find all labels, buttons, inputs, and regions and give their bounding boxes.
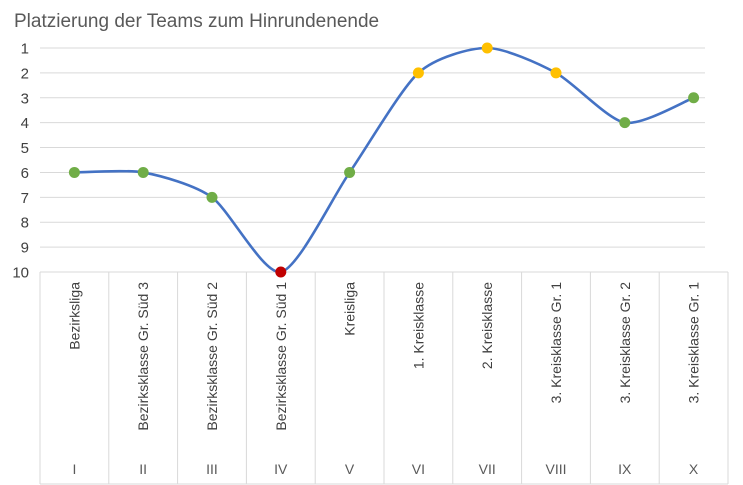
category-label: 3. Kreisklasse Gr. 1 <box>548 282 564 404</box>
data-point <box>68 166 80 178</box>
y-tick-label: 3 <box>21 90 29 107</box>
y-tick-label: 6 <box>21 165 29 182</box>
y-tick-label: 5 <box>21 140 29 157</box>
y-axis-ticks: 1 2 3 4 5 6 7 8 9 10 <box>12 41 29 282</box>
category-label: Bezirksklasse Gr. Süd 2 <box>204 282 220 431</box>
data-point <box>412 67 424 79</box>
y-tick-label: 9 <box>21 240 29 257</box>
roman-numeral-label: I <box>72 461 76 477</box>
y-tick-label: 2 <box>21 65 29 82</box>
roman-numeral-label: II <box>139 461 147 477</box>
data-point <box>550 67 562 79</box>
y-tick-label: 1 <box>21 41 29 58</box>
category-label: Bezirksklasse Gr. Süd 3 <box>135 282 151 431</box>
data-point <box>481 42 493 54</box>
roman-numeral-label: VIII <box>545 461 566 477</box>
data-point <box>619 117 631 129</box>
data-point <box>688 92 700 104</box>
roman-numeral-label: IV <box>274 461 288 477</box>
roman-numeral-label: IX <box>618 461 632 477</box>
category-label: 2. Kreisklasse <box>479 282 495 369</box>
data-point <box>344 166 356 178</box>
category-label: 1. Kreisklasse <box>410 282 426 369</box>
category-label: 3. Kreisklasse Gr. 1 <box>686 282 702 404</box>
data-point <box>275 266 287 278</box>
category-label: 3. Kreisklasse Gr. 2 <box>617 282 633 404</box>
gridlines <box>40 47 705 273</box>
roman-numeral-label: V <box>345 461 355 477</box>
roman-numeral-label: VI <box>412 461 425 477</box>
y-tick-label: 10 <box>12 265 29 282</box>
roman-numeral-label: VII <box>479 461 496 477</box>
roman-numeral-label: III <box>206 461 218 477</box>
y-tick-label: 8 <box>21 215 29 232</box>
data-markers <box>68 42 700 278</box>
y-tick-label: 4 <box>21 115 29 132</box>
data-point <box>137 166 149 178</box>
category-label: Bezirksliga <box>66 282 82 350</box>
category-label: Bezirksklasse Gr. Süd 1 <box>273 282 289 431</box>
category-table: Bezirksliga I Bezirksklasse Gr. Süd 3 II Bez… <box>39 271 729 485</box>
roman-numeral-label: X <box>689 461 699 477</box>
category-label: Kreisliga <box>342 282 358 336</box>
series-line <box>74 46 695 274</box>
data-point <box>206 191 218 203</box>
y-tick-label: 7 <box>21 190 29 207</box>
chart-title: Platzierung der Teams zum Hinrundenende <box>14 11 379 32</box>
